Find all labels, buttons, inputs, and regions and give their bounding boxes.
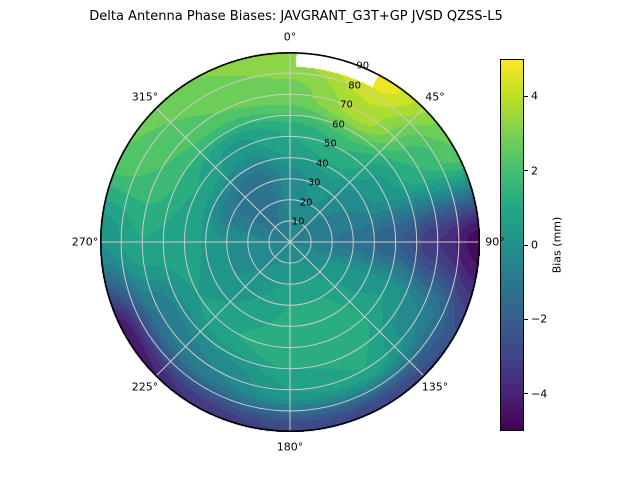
radial-tick-label-60: 60: [332, 119, 345, 131]
azimuth-tick-label-315: 315°: [131, 90, 159, 104]
colorbar-gradient: [501, 60, 523, 430]
azimuth-tick-label-45: 45°: [425, 90, 445, 104]
azimuth-tick-label-135: 135°: [421, 380, 449, 394]
colorbar-tick-label--4: −4: [531, 387, 548, 401]
azimuth-tick-label-270: 270°: [71, 235, 99, 249]
colorbar-tick-mark-4: [524, 95, 528, 97]
colorbar-label: Bias (mm): [550, 216, 564, 274]
azimuth-tick-label-225: 225°: [131, 380, 159, 394]
radial-tick-label-70: 70: [340, 99, 353, 111]
polar-contour-canvas: [100, 52, 480, 432]
colorbar-tick-mark--4: [524, 393, 528, 395]
colorbar-tick-mark-2: [524, 170, 528, 172]
radial-tick-label-30: 30: [307, 177, 321, 189]
radial-tick-label-50: 50: [324, 138, 337, 150]
colorbar-tick-mark-0: [524, 244, 528, 246]
colorbar-tick-label--2: −2: [531, 312, 548, 326]
chart-title: Delta Antenna Phase Biases: JAVGRANT_G3T…: [89, 9, 503, 24]
azimuth-tick-label-90: 90°: [485, 235, 505, 249]
radial-tick-label-90: 90: [356, 60, 370, 72]
colorbar-tick-label-2: 2: [531, 164, 538, 178]
colorbar-tick-label-4: 4: [531, 89, 538, 103]
radial-tick-label-80: 80: [348, 80, 361, 92]
colorbar: [500, 59, 524, 431]
azimuth-tick-label-180: 180°: [276, 440, 304, 454]
azimuth-tick-label-0: 0°: [283, 30, 297, 44]
radial-tick-label-10: 10: [291, 216, 305, 228]
colorbar-tick-label-0: 0: [531, 238, 538, 252]
radial-tick-label-40: 40: [315, 158, 329, 170]
radial-tick-label-20: 20: [299, 197, 313, 209]
colorbar-tick-mark--2: [524, 318, 528, 320]
